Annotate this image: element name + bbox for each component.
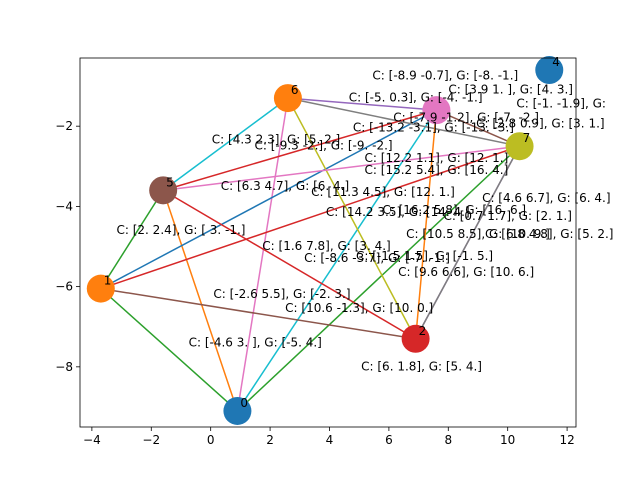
x-tick-label-0: −4	[83, 433, 101, 447]
node-label-6: 7	[523, 131, 531, 145]
edge-label-2: C: [-5. 0.3], G: [-4. -1.]	[349, 91, 483, 105]
node-label-0: 0	[240, 396, 248, 410]
edge-label-13: C: [4.6 6.7], G: [6. 4.]	[482, 191, 610, 205]
graph-node-1	[86, 274, 115, 303]
edge-label-25: C: [10.6 -1.3], G: [10. 0.]	[285, 301, 433, 315]
edge-label-22: C: [-8.6 -3.7], G: [-7. -1.]	[304, 251, 450, 265]
graph-edge-4	[162, 190, 239, 412]
graph-node-7	[422, 96, 451, 125]
x-tick-label-5: 6	[385, 433, 393, 447]
graph-edge-2	[236, 145, 521, 412]
edge-label-10: C: [15.2 5.4], G: [16. 4.]	[365, 163, 509, 177]
edge-label-0: C: [-8.9 -0.7], G: [-8. -1.]	[372, 69, 518, 83]
edge-label-11: C: [6.3 4.7], G: [6. 4.]	[221, 179, 349, 193]
nodes-layer: 0 1 2 4 5 6 7	[86, 55, 564, 425]
edge-label-6: C: [2.8 0.9], G: [3. 1.]	[476, 117, 604, 131]
graph-edge-16	[162, 189, 416, 340]
node-label-5: 6	[291, 83, 299, 97]
x-tick-label-7: 10	[500, 433, 515, 447]
x-tick-label-1: −2	[142, 433, 160, 447]
edge-label-1: C: [3.9 1. ], G: [4. 3.]	[448, 83, 573, 97]
graph-edge-7	[100, 109, 437, 290]
edge-label-5: C: [-13.2 -3.1], G: [-13. -3.]	[353, 121, 514, 135]
x-tick-label-3: 2	[266, 433, 274, 447]
edge-label-17: C: [2. 2.4], G: [ 3. -1.]	[117, 223, 246, 237]
graph-edge-1	[236, 97, 289, 412]
edge-label-15: C: [16.2 5.8], G: [16. 6.]	[382, 203, 526, 217]
node-label-3: 4	[552, 55, 560, 69]
x-tick-label-6: 8	[444, 433, 452, 447]
y-tick-label-0: −8	[55, 360, 73, 374]
node-label-2: 2	[419, 324, 427, 338]
graph-edge-19	[162, 109, 437, 192]
graph-edge-10	[287, 97, 417, 340]
graph-edge-11	[287, 97, 437, 111]
node-label-4: 5	[166, 175, 174, 189]
edge-label-8: C: [-9.3 -2.], G: [-9. -2.]	[254, 139, 392, 153]
y-tick-label-1: −6	[55, 280, 73, 294]
edge-label-14: C: [14.2 3.5], G: [14. 4.]	[326, 205, 470, 219]
edge-label-7: C: [4.3 2.3], G: [5. 2.]	[212, 133, 340, 147]
graph-edge-14	[436, 109, 520, 147]
edge-label-26: C: [-4.6 3. ], G: [-5. 4.]	[189, 335, 322, 349]
graph-edge-8	[100, 189, 164, 290]
x-tick-label-4: 4	[326, 433, 334, 447]
y-tick-label-2: −4	[55, 199, 73, 213]
edge-label-27: C: [6. 1.8], G: [5. 4.]	[361, 359, 482, 373]
edge-label-21: C: [-1.5 1.5], G: [-1. 5.]	[356, 249, 493, 263]
edge-label-23: C: [9.6 6.6], G: [10. 6.]	[398, 265, 534, 279]
edge-label-3: C: [-1. -1.9], G:	[516, 97, 606, 111]
x-tick-label-2: 0	[207, 433, 215, 447]
y-tick-label-3: −2	[55, 119, 73, 133]
graph-node-5	[273, 84, 302, 113]
edge-labels-layer: C: [-8.9 -0.7], G: [-8. -1.]C: [3.9 1. ]…	[117, 69, 614, 374]
axes-layer: −4 −2 0 2 4 6 8 10 12−8−6−4−2	[55, 57, 577, 447]
graph-edge-17	[414, 110, 438, 339]
graph-node-0	[223, 396, 252, 425]
edge-label-20: C: [1.6 7.8], G: [3. 4.]	[262, 239, 390, 253]
graph-node-2	[401, 324, 430, 353]
edge-label-16: C: [0.7 1.7], G: [2. 1.]	[443, 209, 571, 223]
graph-edge-9	[287, 97, 520, 147]
graph-edge-0	[100, 288, 238, 412]
graph-node-4	[149, 176, 178, 205]
axes-frame	[79, 57, 577, 428]
edge-label-12: C: [11.3 4.5], G: [12. 1.]	[311, 185, 455, 199]
graph-edge-6	[100, 145, 520, 290]
x-tick-label-8: 12	[559, 433, 574, 447]
edge-label-4: C: [-7.9 -1.2], G: [-7. -2.]	[393, 111, 539, 125]
graph-edge-18	[414, 145, 521, 340]
edge-label-24: C: [-2.6 5.5], G: [-2. 3.]	[213, 287, 350, 301]
edge-label-9: C: [12.2 1.1], G: [12. 1.]	[365, 151, 509, 165]
node-label-1: 1	[104, 274, 112, 288]
graph-edge-5	[100, 287, 416, 340]
graph-node-6	[505, 132, 534, 161]
graph-node-3	[535, 56, 564, 85]
edge-label-18: C: [10.5 8.5], G: [10. 9.]	[406, 227, 550, 241]
edge-label-19: C: [6.8 4.8], G: [5. 2.]	[485, 227, 613, 241]
graph-edge-12	[162, 97, 289, 191]
graph-edge-13	[163, 145, 520, 192]
edges-layer	[100, 97, 521, 412]
